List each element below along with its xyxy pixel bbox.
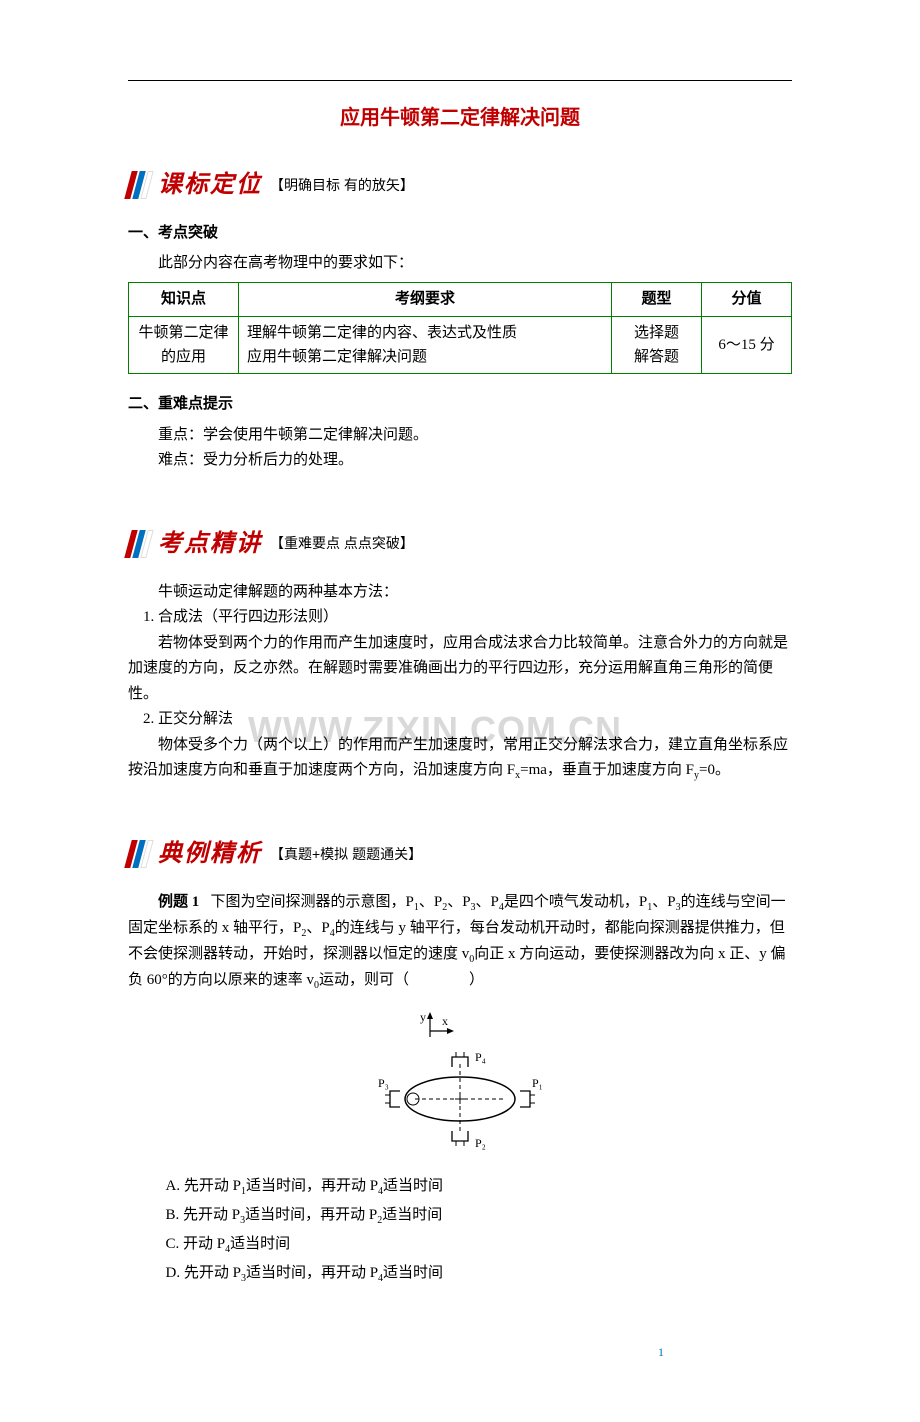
- option-a: A. 先开动 P1适当时间，再开动 P4适当时间: [166, 1174, 793, 1200]
- p3-label: P₃: [378, 1076, 389, 1090]
- banner-subtitle: 【真题+模拟 题题通关】: [270, 843, 422, 867]
- sec2-line2: 难点：受力分析后力的处理。: [128, 448, 792, 474]
- diagram-svg: y x P₄ P₂ P₃ P₁: [360, 1009, 560, 1159]
- th-score: 分值: [702, 282, 792, 317]
- top-divider: [128, 80, 792, 81]
- p1-label: P₁: [532, 1076, 543, 1090]
- banner-bars-icon: [128, 840, 152, 868]
- method2-body: 物体受多个力（两个以上）的作用而产生加速度时，常用正交分解法求合力，建立直角坐标…: [128, 733, 792, 785]
- method1-text: 若物体受到两个力的作用而产生加速度时，应用合成法求合力比较简单。注意合外力的方向…: [128, 635, 788, 702]
- detector-diagram: y x P₄ P₂ P₃ P₁: [128, 1009, 792, 1159]
- ex-b5: 、P: [306, 920, 329, 936]
- example-label: 例题 1: [128, 894, 199, 910]
- ex-b4: 、P: [652, 894, 675, 910]
- cell-requirement: 理解牛顿第二定律的内容、表达式及性质 应用牛顿第二定律解决问题: [239, 317, 612, 374]
- banner-kaodian: 考点精讲 【重难要点 点点突破】: [128, 524, 792, 565]
- cell-type-1: 选择题: [634, 325, 679, 341]
- optB-b: 适当时间，再开动 P: [245, 1207, 377, 1223]
- ex-a: 下图为空间探测器的示意图，P: [211, 894, 414, 910]
- optA-b: 适当时间，再开动 P: [246, 1178, 378, 1194]
- banner-subtitle: 【重难要点 点点突破】: [270, 532, 414, 556]
- requirements-table: 知识点 考纲要求 题型 分值 牛顿第二定律的应用 理解牛顿第二定律的内容、表达式…: [128, 282, 792, 375]
- optC-b: 适当时间: [230, 1236, 290, 1252]
- banner-dianli: 典例精析 【真题+模拟 题题通关】: [128, 834, 792, 875]
- cell-req-line1: 理解牛顿第二定律的内容、表达式及性质: [247, 325, 517, 341]
- axis-x-label: x: [442, 1014, 448, 1028]
- ex-g: 运动，则可（ ）: [319, 972, 484, 988]
- table-row: 牛顿第二定律的应用 理解牛顿第二定律的内容、表达式及性质 应用牛顿第二定律解决问…: [129, 317, 792, 374]
- th-type: 题型: [612, 282, 702, 317]
- heading-2: 二、重难点提示: [128, 392, 792, 418]
- cell-req-line2: 应用牛顿第二定律解决问题: [247, 349, 427, 365]
- watermark-wrap: WWW.ZIXIN.COM.CN 2. 正交分解法: [128, 707, 792, 733]
- cell-score: 6～15 分: [702, 317, 792, 374]
- banner-title: 考点精讲: [158, 524, 262, 565]
- option-c: C. 开动 P4适当时间: [166, 1232, 793, 1258]
- p2-label: P₂: [475, 1136, 486, 1150]
- sec1-intro: 此部分内容在高考物理中的要求如下：: [128, 251, 792, 277]
- m2-text-b: =ma，垂直于加速度方向 F: [520, 762, 694, 778]
- option-d: D. 先开动 P3适当时间，再开动 P4适当时间: [166, 1261, 793, 1287]
- page: 应用牛顿第二定律解决问题 课标定位 【明确目标 有的放矢】 一、考点突破 此部分…: [128, 80, 792, 1382]
- optD-c: 适当时间: [383, 1265, 443, 1281]
- sec2-line1: 重点：学会使用牛顿第二定律解决问题。: [128, 423, 792, 449]
- document-title: 应用牛顿第二定律解决问题: [128, 101, 792, 135]
- p4-label: P₄: [475, 1050, 486, 1064]
- table-header-row: 知识点 考纲要求 题型 分值: [129, 282, 792, 317]
- option-b: B. 先开动 P3适当时间，再开动 P2适当时间: [166, 1203, 793, 1229]
- page-number: 1: [658, 1342, 664, 1362]
- method1-body: 若物体受到两个力的作用而产生加速度时，应用合成法求合力比较简单。注意合外力的方向…: [128, 631, 792, 708]
- cell-type-2: 解答题: [634, 349, 679, 365]
- example-text: 例题 1 下图为空间探测器的示意图，P1、P2、P3、P4是四个喷气发动机，P1…: [128, 890, 792, 994]
- optC-a: C. 开动 P: [166, 1236, 226, 1252]
- optA-a: A. 先开动 P: [166, 1178, 241, 1194]
- ex-b2: 、P: [447, 894, 470, 910]
- ex-b3: 、P: [476, 894, 499, 910]
- method2-title: 2. 正交分解法: [128, 707, 792, 733]
- th-requirement: 考纲要求: [239, 282, 612, 317]
- optB-c: 适当时间: [382, 1207, 442, 1223]
- optD-a: D. 先开动 P: [166, 1265, 241, 1281]
- method1-title: 1. 合成法（平行四边形法则）: [128, 605, 792, 631]
- m2-text-c: =0。: [699, 762, 730, 778]
- heading-1: 一、考点突破: [128, 221, 792, 247]
- methods-intro: 牛顿运动定律解题的两种基本方法：: [128, 580, 792, 606]
- axis-y-label: y: [420, 1010, 426, 1024]
- th-knowledge: 知识点: [129, 282, 239, 317]
- cell-type: 选择题 解答题: [612, 317, 702, 374]
- banner-bars-icon: [128, 530, 152, 558]
- banner-title: 课标定位: [158, 165, 262, 206]
- ex-c: 是四个喷气发动机，P: [504, 894, 647, 910]
- cell-knowledge: 牛顿第二定律的应用: [129, 317, 239, 374]
- optA-c: 适当时间: [383, 1178, 443, 1194]
- banner-title: 典例精析: [158, 834, 262, 875]
- banner-bars-icon: [128, 171, 152, 199]
- optB-a: B. 先开动 P: [166, 1207, 241, 1223]
- ex-b: 、P: [419, 894, 442, 910]
- banner-subtitle: 【明确目标 有的放矢】: [270, 174, 414, 198]
- banner-kebiao: 课标定位 【明确目标 有的放矢】: [128, 165, 792, 206]
- optD-b: 适当时间，再开动 P: [246, 1265, 378, 1281]
